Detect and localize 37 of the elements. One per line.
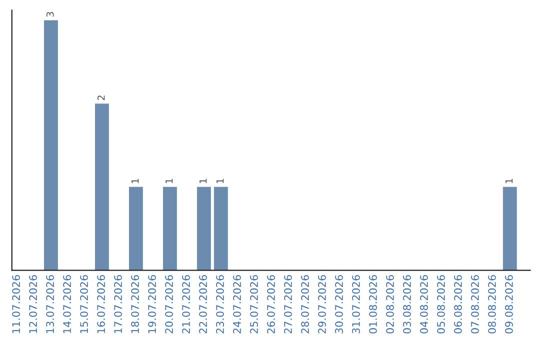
x-tick-label: 13.07.2026	[46, 275, 54, 333]
x-tick-label: 04.08.2026	[420, 275, 428, 334]
x-tick-label: 08.08.2026	[488, 275, 496, 334]
x-tick-label: 09.08.2026	[505, 275, 513, 334]
x-tick-label: 28.07.2026	[301, 275, 309, 334]
x-tick-label: 25.07.2026	[250, 275, 258, 334]
x-tick-label: 01.08.2026	[369, 275, 377, 334]
x-tick-label: 18.07.2026	[131, 275, 139, 333]
x-tick-label: 26.07.2026	[267, 275, 275, 334]
data-label: 1	[216, 178, 224, 184]
x-tick-label: 31.07.2026	[352, 275, 360, 334]
x-tick-label: 19.07.2026	[148, 275, 156, 333]
x-tick-label: 30.07.2026	[335, 275, 343, 334]
x-tick-label: 12.07.2026	[29, 275, 37, 333]
x-tick-label: 03.08.2026	[403, 275, 411, 334]
x-tick-label: 15.07.2026	[80, 275, 88, 333]
data-label: 1	[200, 178, 207, 184]
data-label: 1	[166, 178, 173, 184]
x-tick-label: 24.07.2026	[233, 275, 241, 334]
x-tick-label: 02.08.2026	[386, 275, 394, 334]
x-tick-label: 07.08.2026	[471, 275, 479, 334]
x-tick-label: 17.07.2026	[114, 275, 122, 333]
x-tick-label: 14.07.2026	[63, 275, 71, 333]
x-tick-label: 20.07.2026	[165, 275, 173, 334]
data-label: 1	[132, 178, 139, 184]
x-tick-label: 06.08.2026	[454, 275, 462, 334]
x-tick-label: 23.07.2026	[216, 275, 224, 334]
x-tick-label: 16.07.2026	[97, 275, 105, 333]
data-label: 2	[97, 96, 105, 100]
x-tick-label: 29.07.2026	[318, 275, 326, 334]
x-tick-label: 11.07.2026	[12, 275, 20, 333]
x-tick-label: 22.07.2026	[199, 275, 207, 334]
data-label: 3	[46, 12, 54, 17]
x-tick-label: 27.07.2026	[284, 275, 292, 334]
x-tick-label: 05.08.2026	[437, 275, 445, 334]
data-label: 1	[505, 178, 513, 184]
x-tick-label: 21.07.2026	[182, 275, 190, 334]
